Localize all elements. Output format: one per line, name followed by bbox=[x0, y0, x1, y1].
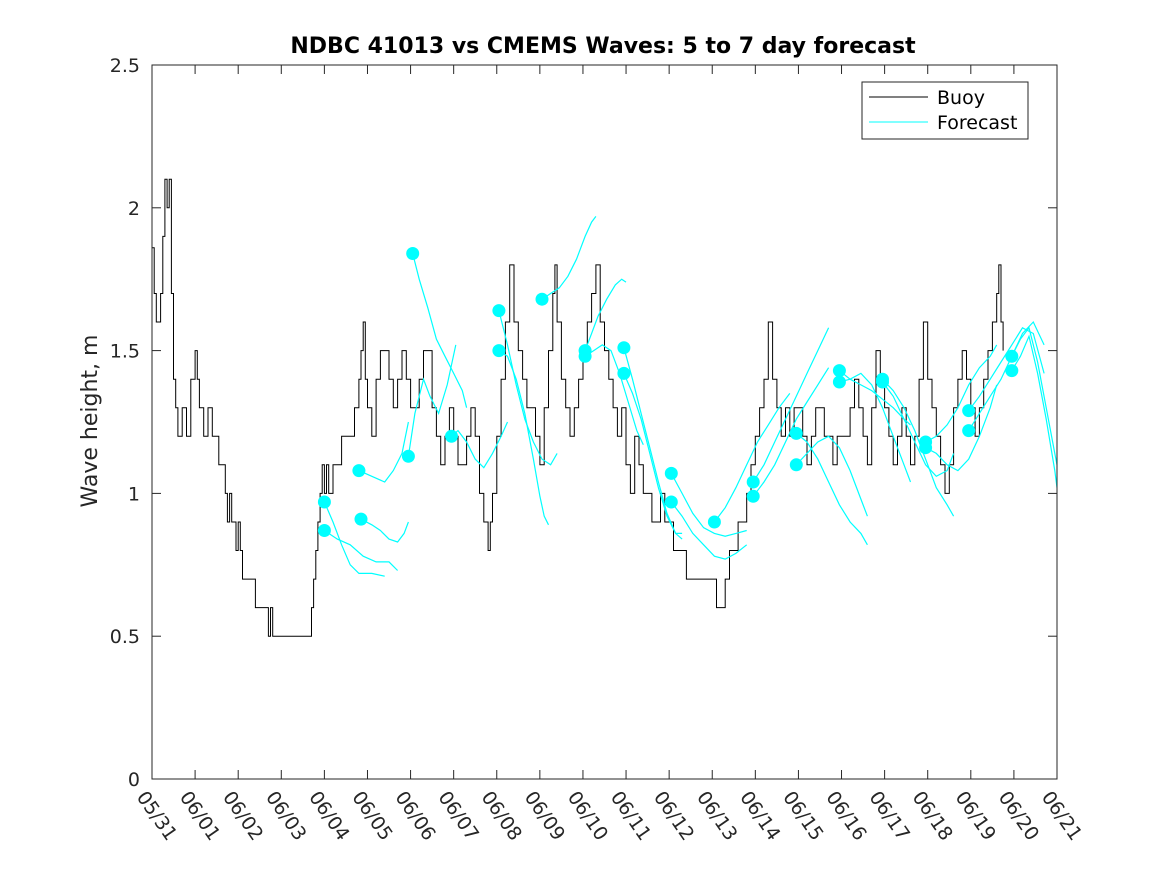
y-tick-label-1: 0.5 bbox=[110, 626, 140, 648]
forecast-line-23 bbox=[839, 372, 912, 483]
y-axis-label: Wave height, m bbox=[78, 335, 103, 508]
forecast-start-marker-2 bbox=[317, 524, 331, 537]
forecast-start-marker-15 bbox=[664, 466, 678, 480]
x-tick-label-7: 06/07 bbox=[434, 787, 483, 844]
forecast-line-6 bbox=[412, 253, 468, 408]
forecast-start-marker-25 bbox=[876, 375, 889, 389]
y-tick-label-0: 0 bbox=[128, 769, 140, 791]
x-tick-label-18: 06/18 bbox=[908, 787, 957, 844]
forecast-line-11 bbox=[584, 278, 627, 351]
forecast-line-9 bbox=[498, 350, 550, 526]
forecast-start-marker-9 bbox=[492, 344, 506, 358]
forecast-start-marker-5 bbox=[401, 449, 415, 463]
x-tick-label-21: 06/21 bbox=[1037, 787, 1086, 844]
forecast-line-15 bbox=[670, 473, 747, 537]
forecast-start-marker-20 bbox=[789, 426, 803, 440]
forecast-start-marker-29 bbox=[962, 424, 976, 438]
forecast-start-marker-18 bbox=[746, 475, 760, 489]
forecast-line-18 bbox=[752, 327, 830, 483]
y-tick-label-4: 2 bbox=[128, 198, 140, 220]
x-tick-label-6: 06/06 bbox=[390, 787, 439, 844]
forecast-start-marker-6 bbox=[406, 247, 420, 260]
x-tick-label-1: 06/01 bbox=[175, 787, 224, 844]
forecast-line-8 bbox=[498, 310, 558, 466]
forecast-line-25 bbox=[882, 381, 955, 478]
forecast-line-17 bbox=[713, 393, 791, 523]
x-tick-label-4: 06/04 bbox=[304, 787, 353, 844]
x-tick-label-3: 06/03 bbox=[261, 787, 310, 844]
forecast-line-12 bbox=[584, 344, 644, 446]
forecast-line-1 bbox=[323, 501, 385, 577]
legend: Buoy Forecast bbox=[861, 81, 1029, 140]
forecast-line-20 bbox=[795, 432, 868, 546]
forecast-start-marker-17 bbox=[707, 515, 721, 529]
forecast-start-marker-3 bbox=[354, 512, 368, 526]
x-tick-label-13: 06/13 bbox=[692, 787, 741, 844]
x-tick-label-8: 06/08 bbox=[477, 787, 526, 844]
forecast-line-10 bbox=[541, 216, 597, 300]
forecast-start-marker-30 bbox=[1005, 349, 1019, 363]
legend-label-buoy: Buoy bbox=[937, 87, 985, 109]
x-tick-label-15: 06/15 bbox=[778, 787, 827, 844]
y-tick-label-5: 2.5 bbox=[110, 55, 140, 77]
forecast-start-marker-27 bbox=[919, 441, 933, 455]
series-group bbox=[152, 178, 1057, 637]
x-tick-label-2: 06/02 bbox=[218, 787, 267, 844]
buoy-series-line bbox=[152, 178, 1004, 637]
forecast-line-4 bbox=[358, 421, 409, 483]
forecast-line-3 bbox=[360, 518, 409, 543]
forecast-start-marker-16 bbox=[664, 495, 678, 509]
x-tick-label-10: 06/10 bbox=[563, 787, 612, 844]
legend-box bbox=[861, 81, 1029, 140]
forecast-line-29 bbox=[968, 320, 1045, 431]
plot-area bbox=[152, 178, 1057, 637]
forecast-start-marker-1 bbox=[317, 495, 331, 509]
forecast-start-marker-31 bbox=[1005, 364, 1019, 378]
chart-title: NDBC 41013 vs CMEMS Waves: 5 to 7 day fo… bbox=[290, 34, 916, 59]
forecast-line-2 bbox=[324, 530, 399, 571]
forecast-start-marker-22 bbox=[832, 364, 846, 378]
x-tick-label-5: 06/05 bbox=[347, 787, 396, 844]
x-tick-label-9: 06/09 bbox=[520, 787, 569, 844]
x-tick-label-17: 06/17 bbox=[865, 787, 914, 844]
forecast-line-16 bbox=[670, 501, 748, 560]
x-tick-label-20: 06/20 bbox=[994, 787, 1043, 844]
axes: 00.511.522.505/3106/0106/0206/0306/0406/… bbox=[110, 55, 1087, 845]
y-tick-label-3: 1.5 bbox=[110, 341, 140, 363]
axes-box bbox=[151, 64, 1058, 780]
forecast-start-marker-23 bbox=[832, 375, 846, 389]
forecast-start-marker-10 bbox=[535, 292, 549, 306]
forecast-start-marker-28 bbox=[962, 404, 976, 418]
x-tick-label-0: 05/31 bbox=[132, 787, 181, 844]
y-tick-label-2: 1 bbox=[128, 483, 140, 505]
forecast-start-marker-7 bbox=[445, 429, 458, 443]
forecast-start-marker-13 bbox=[617, 341, 631, 355]
x-tick-label-14: 06/14 bbox=[735, 787, 784, 844]
forecast-start-marker-21 bbox=[789, 458, 803, 472]
forecast-start-marker-8 bbox=[492, 304, 506, 318]
forecast-line-13 bbox=[623, 347, 683, 540]
forecast-line-14 bbox=[623, 373, 683, 535]
forecast-line-26 bbox=[925, 344, 998, 443]
forecast-line-30 bbox=[1011, 326, 1057, 465]
forecast-line-27 bbox=[925, 384, 998, 472]
legend-label-forecast: Forecast bbox=[937, 112, 1017, 134]
forecast-start-marker-4 bbox=[352, 464, 366, 478]
forecast-line-5 bbox=[407, 344, 457, 457]
forecast-start-marker-19 bbox=[746, 489, 760, 503]
forecast-line-7 bbox=[451, 421, 509, 469]
x-tick-label-11: 06/11 bbox=[606, 787, 655, 844]
x-tick-label-19: 06/19 bbox=[951, 787, 1000, 844]
forecast-line-21 bbox=[795, 435, 868, 517]
x-tick-label-16: 06/16 bbox=[821, 787, 870, 844]
x-tick-label-12: 06/12 bbox=[649, 787, 698, 844]
forecast-start-marker-14 bbox=[617, 366, 631, 380]
forecast-line-31 bbox=[1011, 334, 1057, 488]
forecast-start-marker-12 bbox=[578, 349, 592, 363]
